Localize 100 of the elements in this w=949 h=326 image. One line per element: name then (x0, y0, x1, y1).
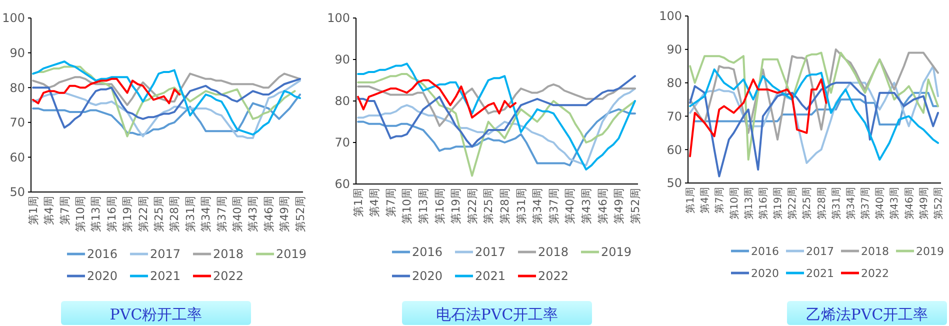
x-tick-label: 第28周 (498, 188, 512, 224)
y-tick-label: 90 (666, 42, 682, 57)
legend-label: 2018 (213, 247, 244, 262)
line-series (357, 79, 517, 119)
x-tick-label: 第25周 (801, 187, 814, 220)
line-series (357, 75, 636, 148)
x-tick-label: 第52周 (932, 187, 944, 220)
x-tick-label: 第7周 (58, 196, 72, 225)
line-series (689, 78, 828, 158)
legend-label: 2022 (538, 269, 569, 284)
y-tick-label: 70 (10, 116, 25, 130)
x-tick-label: 第34周 (844, 187, 857, 220)
legend-label: 2022 (213, 269, 244, 284)
x-tick-label: 第40周 (231, 196, 244, 232)
legend-label: 2016 (751, 244, 779, 258)
legend-label: 2019 (916, 244, 944, 258)
legend-label: 2022 (861, 266, 889, 280)
x-tick-label: 第16周 (105, 196, 118, 232)
x-tick-label: 第19周 (121, 196, 134, 232)
line-series (32, 80, 301, 140)
legend-label: 2020 (87, 269, 118, 284)
x-tick-label: 第4周 (368, 188, 382, 217)
legend-label: 2016 (412, 245, 443, 260)
x-tick-label: 第43周 (246, 196, 260, 232)
x-tick-label: 第1周 (26, 196, 40, 225)
line-series (32, 72, 301, 106)
x-tick-label: 第49周 (278, 196, 292, 232)
x-tick-label: 第49周 (918, 187, 930, 220)
y-tick-label: 90 (10, 46, 25, 60)
x-tick-label: 第13周 (90, 196, 103, 232)
y-tick-label: 90 (334, 52, 350, 67)
line-series (357, 108, 636, 166)
x-tick-label: 第13周 (417, 188, 430, 224)
y-tick-label: 70 (334, 136, 350, 150)
x-tick-label: 第25周 (152, 196, 166, 232)
x-tick-label: 第10周 (728, 187, 740, 220)
legend-label: 2017 (475, 245, 506, 260)
line-series (694, 92, 939, 126)
x-tick-label: 第28周 (816, 187, 828, 220)
y-tick-label: 80 (666, 76, 682, 90)
x-tick-label: 第52周 (294, 196, 307, 232)
x-tick-label: 第37周 (860, 187, 872, 220)
y-tick-label: 80 (334, 94, 350, 108)
x-tick-label: 第1周 (684, 187, 696, 214)
legend-label: 2017 (806, 244, 834, 258)
legend-label: 2021 (150, 269, 181, 284)
x-tick-label: 第16周 (433, 188, 446, 224)
text: 乙烯法PVC开工率 (806, 305, 928, 324)
x-tick-label: 第31周 (514, 188, 528, 224)
y-tick-label: 100 (2, 11, 25, 26)
line-series (689, 48, 939, 141)
x-tick-label: 第49周 (612, 188, 626, 224)
x-tick-label: 第43周 (888, 187, 901, 220)
y-tick-label: 70 (666, 109, 682, 124)
x-tick-label: 第19周 (772, 187, 784, 220)
y-tick-label: 80 (10, 80, 25, 95)
legend-label: 2020 (751, 266, 779, 280)
x-tick-label: 第7周 (384, 188, 398, 217)
x-tick-label: 第28周 (168, 196, 182, 232)
legend-label: 2017 (150, 247, 181, 262)
y-tick-label: 100 (327, 11, 350, 26)
line-series (32, 78, 301, 129)
x-tick-label: 第7周 (714, 187, 726, 214)
line-series (357, 83, 636, 127)
legend-label: 2021 (806, 266, 834, 280)
text: PVC粉开工率 (110, 305, 202, 324)
x-tick-label: 第52周 (628, 188, 642, 224)
x-tick-label: 第16周 (757, 187, 770, 220)
y-tick-label: 100 (659, 9, 682, 24)
y-tick-label: 60 (334, 177, 350, 192)
legend-label: 2021 (475, 269, 506, 284)
legend-label: 2016 (87, 247, 118, 262)
x-tick-label: 第10周 (74, 196, 87, 232)
legend-label: 2020 (412, 269, 443, 284)
y-tick-label: 60 (10, 150, 25, 164)
line-series (689, 82, 939, 178)
text: 电石法PVC开工率 (436, 305, 558, 324)
x-tick-label: 第31周 (184, 196, 197, 232)
x-tick-label: 第34周 (531, 188, 544, 224)
x-tick-label: 第10周 (400, 188, 414, 224)
x-tick-label: 第13周 (742, 187, 755, 220)
x-tick-label: 第31周 (830, 187, 842, 220)
x-tick-label: 第37周 (547, 188, 560, 224)
x-tick-label: 第46周 (262, 196, 276, 232)
x-tick-label: 第34周 (200, 196, 213, 232)
legend-label: 2019 (276, 247, 307, 262)
line-series (32, 78, 181, 104)
line-series (32, 94, 301, 136)
x-tick-label: 第4周 (699, 187, 712, 214)
x-tick-label: 第1周 (352, 188, 365, 217)
x-tick-label: 第25周 (482, 188, 496, 224)
x-tick-label: 第4周 (42, 196, 56, 225)
x-tick-label: 第46周 (596, 188, 610, 224)
legend-label: 2018 (861, 244, 889, 258)
y-tick-label: 50 (666, 176, 682, 190)
x-tick-label: 第19周 (450, 188, 463, 224)
x-tick-label: 第40周 (564, 188, 577, 224)
x-tick-label: 第22周 (466, 188, 479, 224)
x-tick-label: 第37周 (215, 196, 228, 232)
x-tick-label: 第22周 (136, 196, 150, 232)
